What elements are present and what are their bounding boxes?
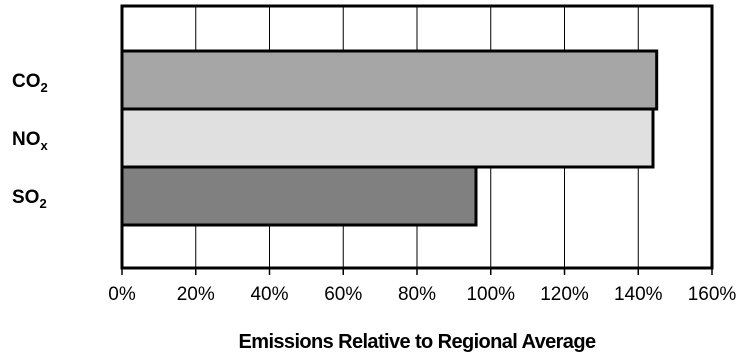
x-tick-label: 120% [540, 284, 589, 305]
category-label: CO2 [12, 71, 48, 95]
x-axis-tick-labels: 0% 20% 40% 60% 80% 100% 120% 140% 160% [108, 284, 736, 305]
bars [120, 49, 659, 227]
bar [120, 49, 659, 111]
x-tick-label: 20% [177, 284, 215, 305]
category-labels: CO2 NOx SO2 [12, 71, 49, 211]
x-axis-ticks [121, 268, 713, 275]
bar [120, 165, 478, 227]
x-tick-label: 160% [688, 284, 737, 305]
category-label: NOx [12, 129, 49, 153]
x-tick-label: 140% [614, 284, 663, 305]
category-label: SO2 [12, 187, 47, 211]
x-tick-label: 40% [250, 284, 288, 305]
x-axis-title: Emissions Relative to Regional Average [239, 331, 596, 353]
bar [120, 107, 655, 169]
x-tick-label: 100% [466, 284, 515, 305]
x-tick-label: 0% [108, 284, 136, 305]
x-tick-label: 80% [398, 284, 436, 305]
x-tick-label: 60% [324, 284, 362, 305]
